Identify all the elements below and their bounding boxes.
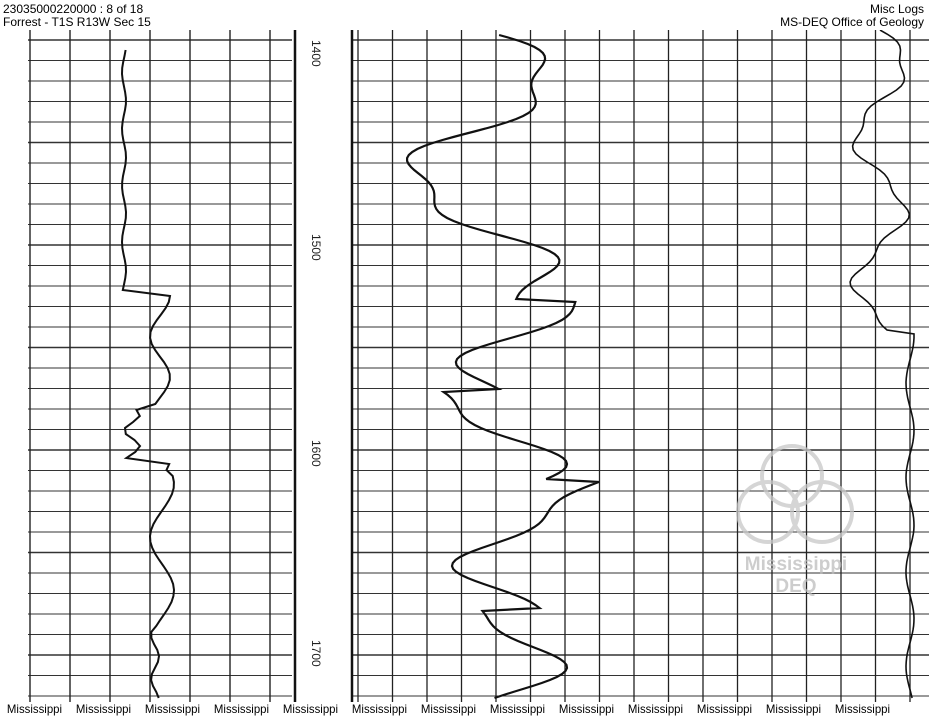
log-type: Misc Logs (869, 2, 924, 16)
footer-label: Mississippi (489, 702, 546, 716)
footer-label: Mississippi (144, 702, 201, 716)
log-curve-left (120, 49, 176, 699)
watermark-line1: Mississippi (745, 554, 847, 575)
footer-label: Mississippi (558, 702, 615, 716)
well-location: Forrest - T1S R13W Sec 15 (3, 15, 151, 29)
log-curve-middle (406, 33, 600, 700)
footer-label: Mississippi (351, 702, 408, 716)
mississippi-deq-watermark: Mississippi DEQ (736, 444, 854, 597)
footer-label: Mississippi (282, 702, 339, 716)
depth-label-1700: 1700 (309, 640, 323, 667)
log-curve-right (849, 30, 915, 699)
footer-label: Mississippi (213, 702, 270, 716)
footer-label: Mississippi (75, 702, 132, 716)
watermark-line2: DEQ (775, 576, 816, 597)
depth-label-1400: 1400 (309, 40, 323, 67)
well-log-image: 1400 1500 1600 1700 Mississippi DEQ (28, 30, 929, 702)
footer-labels: Mississippi Mississippi Mississippi Miss… (0, 702, 929, 716)
footer-label: Mississippi (6, 702, 63, 716)
footer-label: Mississippi (420, 702, 477, 716)
well-id-page: 23035000220000 : 8 of 18 (3, 2, 144, 16)
depth-label-1500: 1500 (309, 234, 323, 261)
footer-label: Mississippi (834, 702, 891, 716)
log-grid (28, 30, 929, 702)
footer-label: Mississippi (765, 702, 822, 716)
depth-labels: 1400 1500 1600 1700 (309, 40, 323, 667)
agency: MS-DEQ Office of Geology (780, 15, 924, 29)
footer-label: Mississippi (627, 702, 684, 716)
footer-label: Mississippi (696, 702, 753, 716)
depth-label-1600: 1600 (309, 440, 323, 467)
